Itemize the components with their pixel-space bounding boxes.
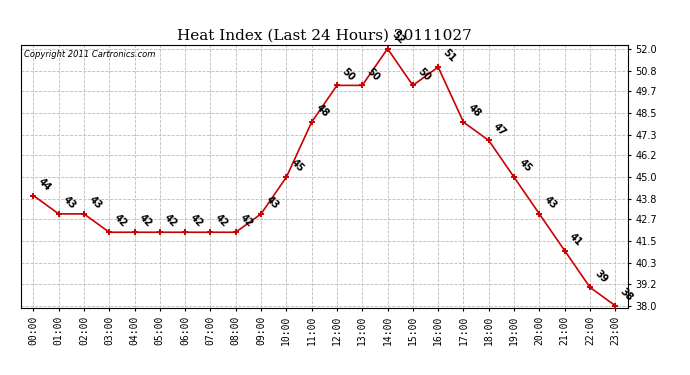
Text: 50: 50 — [415, 66, 432, 82]
Text: 48: 48 — [466, 103, 483, 119]
Text: 47: 47 — [491, 121, 508, 138]
Text: 43: 43 — [87, 195, 104, 211]
Text: Copyright 2011 Cartronics.com: Copyright 2011 Cartronics.com — [23, 50, 155, 59]
Text: 48: 48 — [315, 103, 331, 119]
Text: 43: 43 — [542, 195, 559, 211]
Text: 42: 42 — [188, 213, 204, 230]
Text: 51: 51 — [441, 48, 457, 64]
Text: 44: 44 — [36, 176, 52, 193]
Text: 42: 42 — [137, 213, 154, 230]
Text: 42: 42 — [213, 213, 230, 230]
Text: 43: 43 — [61, 195, 78, 211]
Text: 50: 50 — [365, 66, 382, 82]
Text: 39: 39 — [593, 268, 609, 285]
Text: 45: 45 — [289, 158, 306, 174]
Text: 42: 42 — [112, 213, 128, 230]
Text: 52: 52 — [391, 29, 407, 46]
Title: Heat Index (Last 24 Hours) 20111027: Heat Index (Last 24 Hours) 20111027 — [177, 28, 472, 42]
Text: 43: 43 — [264, 195, 280, 211]
Text: 41: 41 — [567, 231, 584, 248]
Text: 38: 38 — [618, 286, 635, 303]
Text: 42: 42 — [163, 213, 179, 230]
Text: 50: 50 — [339, 66, 356, 82]
Text: 45: 45 — [517, 158, 533, 174]
Text: 42: 42 — [239, 213, 255, 230]
